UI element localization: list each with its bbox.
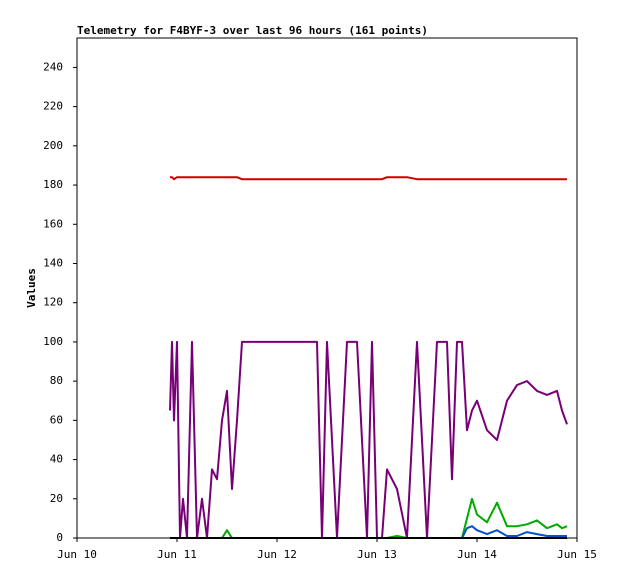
- series-line: [170, 525, 567, 539]
- x-tick-label: Jun 11: [157, 548, 197, 561]
- y-tick-label: 100: [43, 335, 63, 348]
- y-tick-label: 40: [50, 453, 63, 466]
- series-line: [169, 340, 568, 539]
- y-tick-label: 120: [43, 296, 63, 309]
- y-tick-label: 20: [50, 492, 63, 505]
- y-tick-label: 200: [43, 139, 63, 152]
- chart-title: Telemetry for F4BYF-3 over last 96 hours…: [77, 24, 428, 37]
- x-tick-label: Jun 13: [357, 548, 397, 561]
- y-axis-label: Values: [25, 268, 38, 308]
- y-tick-label: 180: [43, 178, 63, 191]
- x-tick-label: Jun 12: [257, 548, 297, 561]
- y-tick-label: 240: [43, 60, 63, 73]
- plot-frame: [76, 37, 578, 539]
- y-tick-label: 80: [50, 374, 63, 387]
- y-tick-label: 140: [43, 256, 63, 269]
- series-line: [170, 176, 567, 181]
- y-tick-label: 60: [50, 413, 63, 426]
- x-tick-label: Jun 10: [57, 548, 97, 561]
- x-tick-label: Jun 15: [557, 548, 597, 561]
- x-tick-label: Jun 14: [457, 548, 497, 561]
- y-tick-label: 0: [56, 531, 63, 544]
- y-tick-label: 220: [43, 100, 63, 113]
- y-tick-label: 160: [43, 217, 63, 230]
